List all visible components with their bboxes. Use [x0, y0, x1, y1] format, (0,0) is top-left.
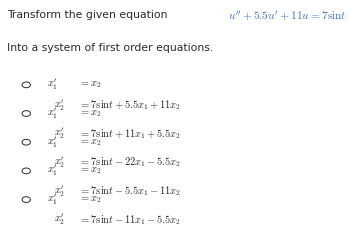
Text: $x_2'$: $x_2'$ — [54, 212, 65, 228]
Text: $= x_2$: $= x_2$ — [79, 108, 102, 119]
Text: $x_2'$: $x_2'$ — [54, 155, 65, 170]
Text: $x_1'$: $x_1'$ — [47, 163, 58, 179]
Text: $x_1'$: $x_1'$ — [47, 192, 58, 207]
Text: $= x_2$: $= x_2$ — [79, 137, 102, 148]
Text: $x_1'$: $x_1'$ — [47, 77, 58, 92]
Text: $u'' + 5.5u' + 11u = 7\mathrm{sin}t$: $u'' + 5.5u' + 11u = 7\mathrm{sin}t$ — [228, 10, 346, 23]
Text: Transform the given equation: Transform the given equation — [7, 10, 168, 20]
Text: $= x_2$: $= x_2$ — [79, 79, 102, 90]
Text: $x_2'$: $x_2'$ — [54, 98, 65, 113]
Text: $x_2'$: $x_2'$ — [54, 126, 65, 141]
Text: $= 7\mathrm{sin}t - 11x_1 - 5.5x_2$: $= 7\mathrm{sin}t - 11x_1 - 5.5x_2$ — [79, 213, 181, 227]
Text: $= 7\mathrm{sin}t - 5.5x_1 - 11x_2$: $= 7\mathrm{sin}t - 5.5x_1 - 11x_2$ — [79, 184, 181, 198]
Text: $= 7\mathrm{sin}t + 5.5x_1 + 11x_2$: $= 7\mathrm{sin}t + 5.5x_1 + 11x_2$ — [79, 98, 181, 112]
Text: Into a system of first order equations.: Into a system of first order equations. — [7, 43, 213, 53]
Text: $= 7\mathrm{sin}t + 11x_1 + 5.5x_2$: $= 7\mathrm{sin}t + 11x_1 + 5.5x_2$ — [79, 127, 181, 141]
Text: $= x_2$: $= x_2$ — [79, 165, 102, 176]
Text: $= 7\mathrm{sin}t - 22x_1 - 5.5x_2$: $= 7\mathrm{sin}t - 22x_1 - 5.5x_2$ — [79, 156, 181, 169]
Text: $= x_2$: $= x_2$ — [79, 194, 102, 205]
Text: $x_1'$: $x_1'$ — [47, 106, 58, 121]
Text: $x_1'$: $x_1'$ — [47, 135, 58, 150]
Text: $x_2'$: $x_2'$ — [54, 184, 65, 199]
